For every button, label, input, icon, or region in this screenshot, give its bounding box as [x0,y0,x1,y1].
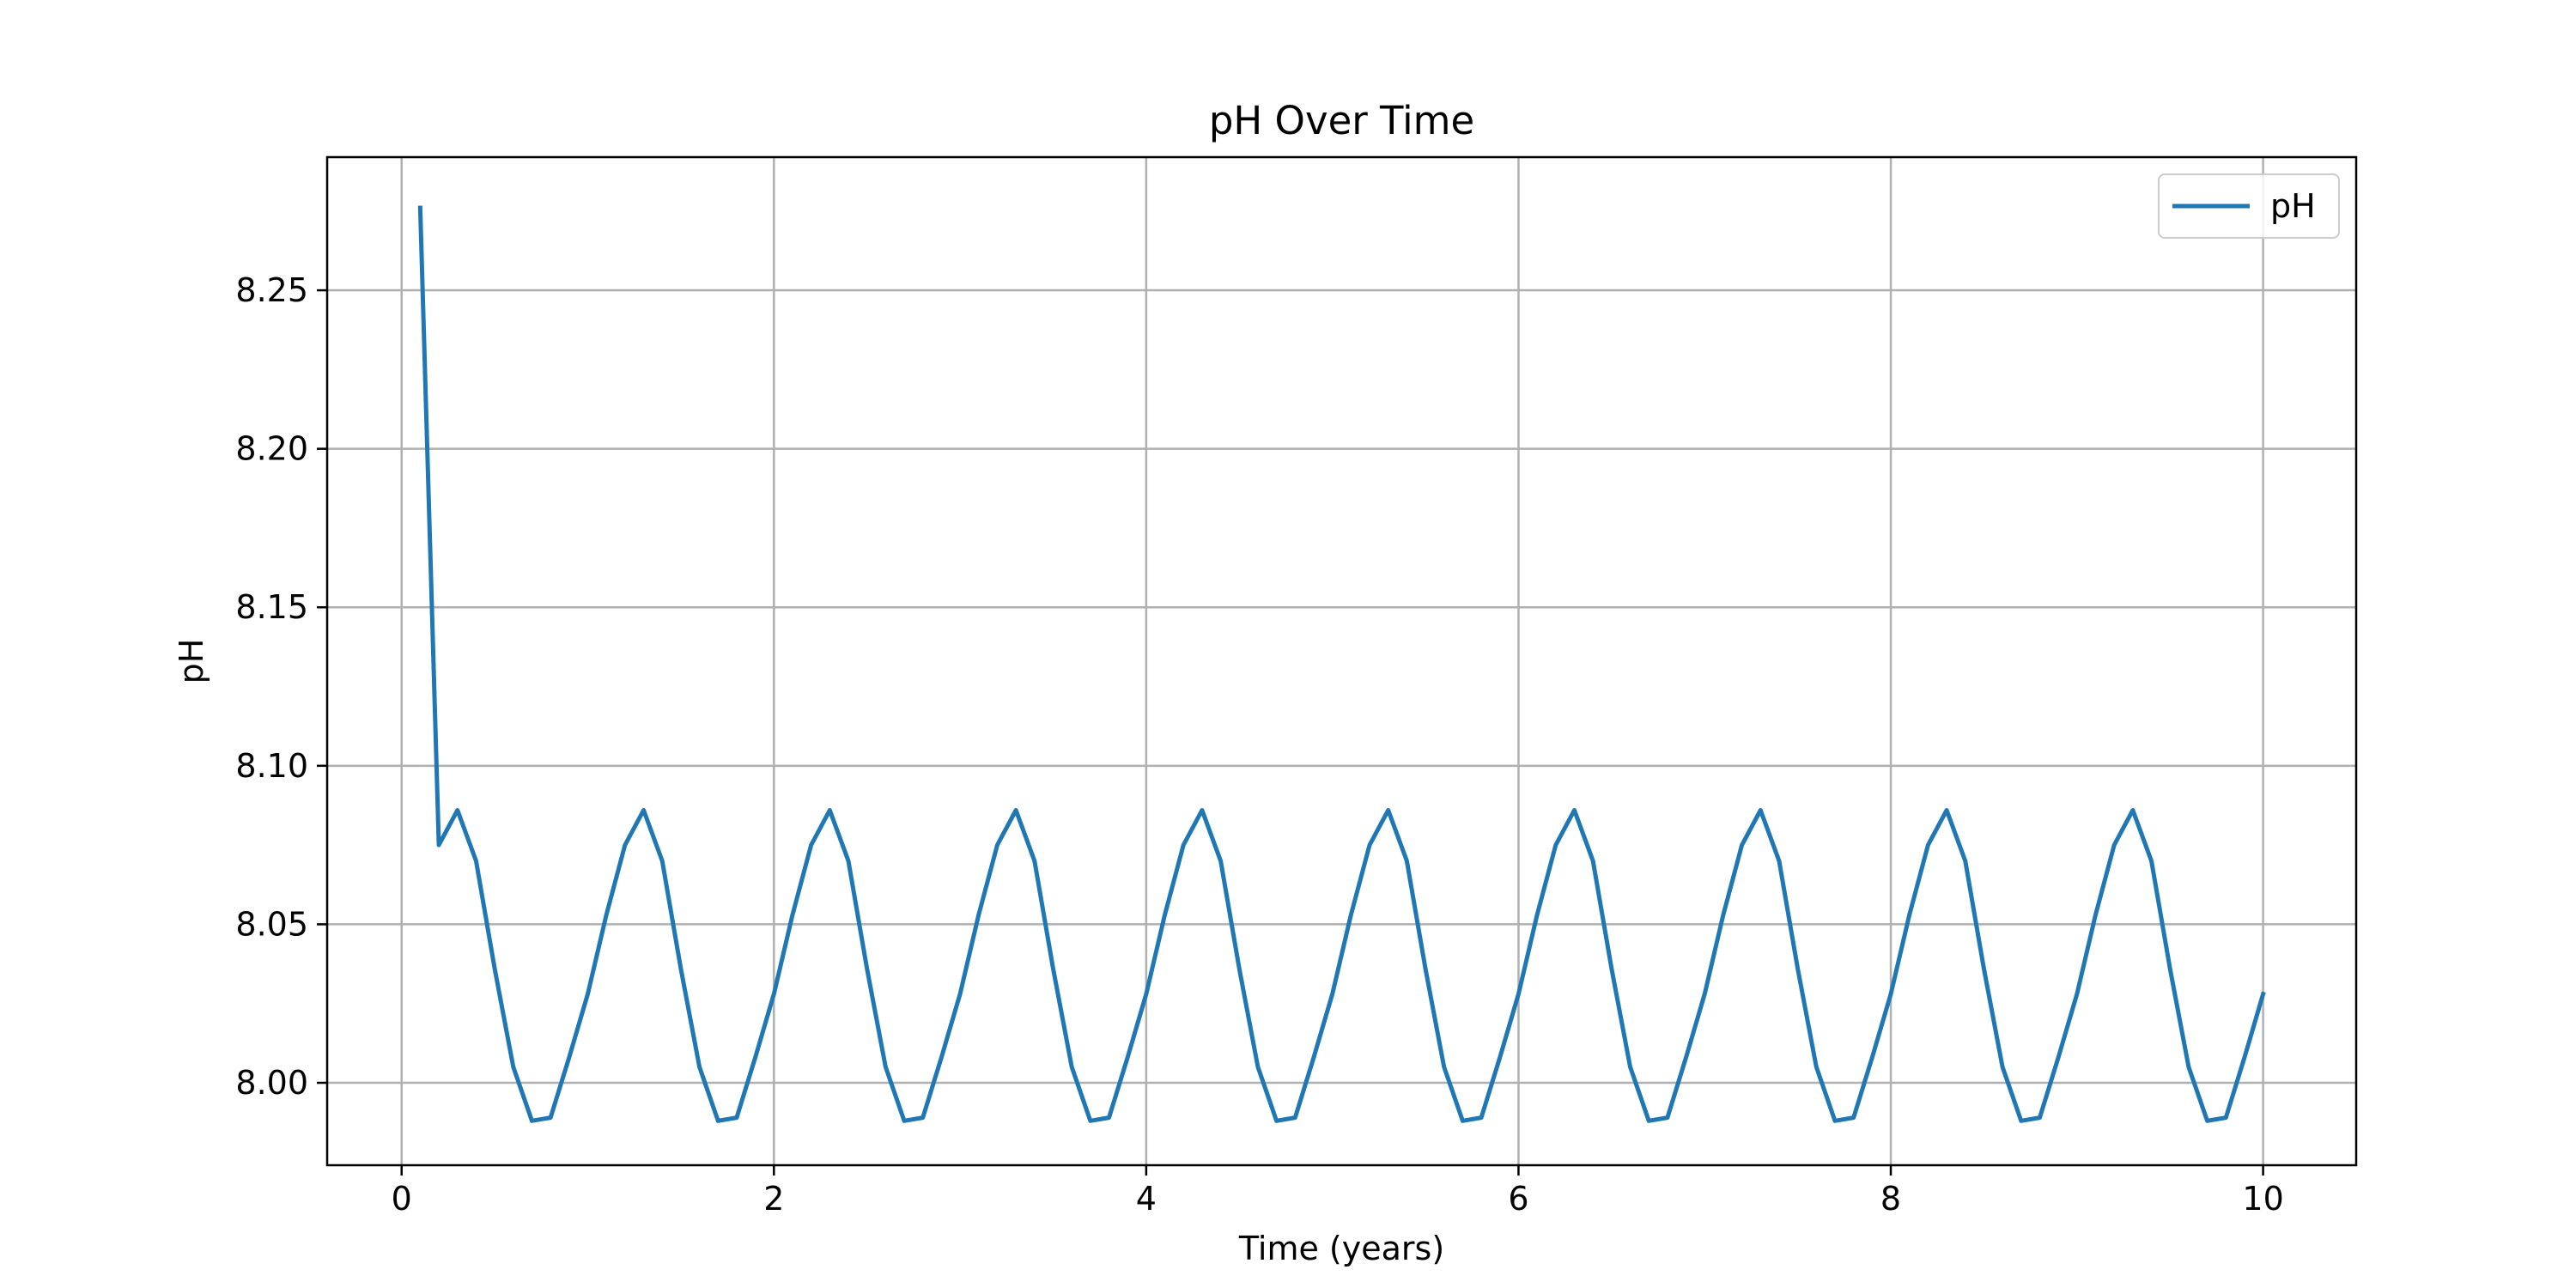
y-tick-label: 8.00 [235,1064,308,1102]
x-tick-label: 4 [1136,1180,1157,1218]
x-axis-label: Time (years) [1238,1230,1444,1267]
y-tick-label: 8.15 [235,588,308,626]
y-axis-label: pH [173,639,210,684]
legend-label-ph: pH [2270,187,2316,225]
series-lines [417,205,2266,1123]
axis-ticks: 0 2 4 6 8 10 8.00 8.05 8.10 8.15 8.20 8.25 [235,271,2283,1218]
x-tick-label: 10 [2242,1180,2283,1218]
y-tick-label: 8.05 [235,905,308,943]
y-tick-label: 8.10 [235,747,308,785]
x-tick-label: 6 [1508,1180,1528,1218]
chart-title: pH Over Time [1209,98,1474,143]
plot-area-frame [325,155,2358,1167]
y-tick-label: 8.20 [235,430,308,468]
x-tick-label: 2 [763,1180,784,1218]
grid-lines [327,157,2356,1165]
series-line-ph [417,205,2266,1123]
legend: pH [2158,173,2340,239]
x-tick-label: 8 [1880,1180,1901,1218]
x-tick-label: 0 [392,1180,412,1218]
y-tick-label: 8.25 [235,271,308,309]
